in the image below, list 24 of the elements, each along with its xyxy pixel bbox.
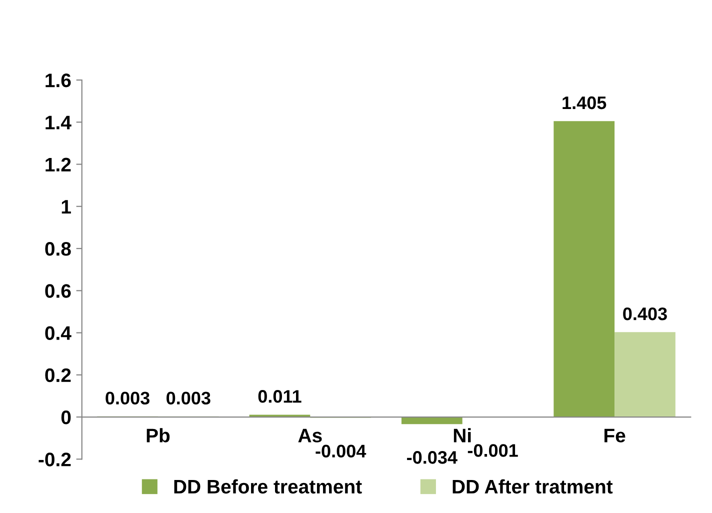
x-tick-label: Fe: [604, 428, 626, 442]
y-tick-label: 0: [61, 410, 71, 424]
x-tick-label: Pb: [146, 428, 170, 442]
data-label: 0.003: [106, 392, 150, 405]
y-tick-label: 1.6: [46, 73, 71, 88]
x-tick-label: As: [298, 428, 322, 442]
data-label: -0.001: [468, 444, 518, 457]
y-tick-label: -0.2: [38, 452, 71, 466]
y-tick-label: 0.4: [45, 326, 72, 340]
y-tick-label: 1: [62, 200, 71, 214]
x-tick-label: Ni: [454, 428, 471, 442]
y-tick-label: 0.2: [45, 368, 71, 382]
legend-label: DD After tratment: [452, 479, 613, 494]
y-tick-label: 0.6: [45, 284, 71, 298]
data-label: 0.003: [166, 392, 210, 405]
data-label: -0.004: [316, 444, 366, 458]
data-label: -0.034: [407, 451, 458, 464]
data-label: 0.011: [258, 390, 302, 403]
legend-label: DD Before treatment: [174, 479, 362, 494]
y-tick-label: 0.8: [45, 242, 71, 256]
data-label: 1.405: [562, 96, 606, 110]
y-tick-label: 1.2: [46, 158, 71, 172]
y-tick-label: 1.4: [46, 116, 72, 130]
data-label: 0.403: [623, 307, 667, 320]
